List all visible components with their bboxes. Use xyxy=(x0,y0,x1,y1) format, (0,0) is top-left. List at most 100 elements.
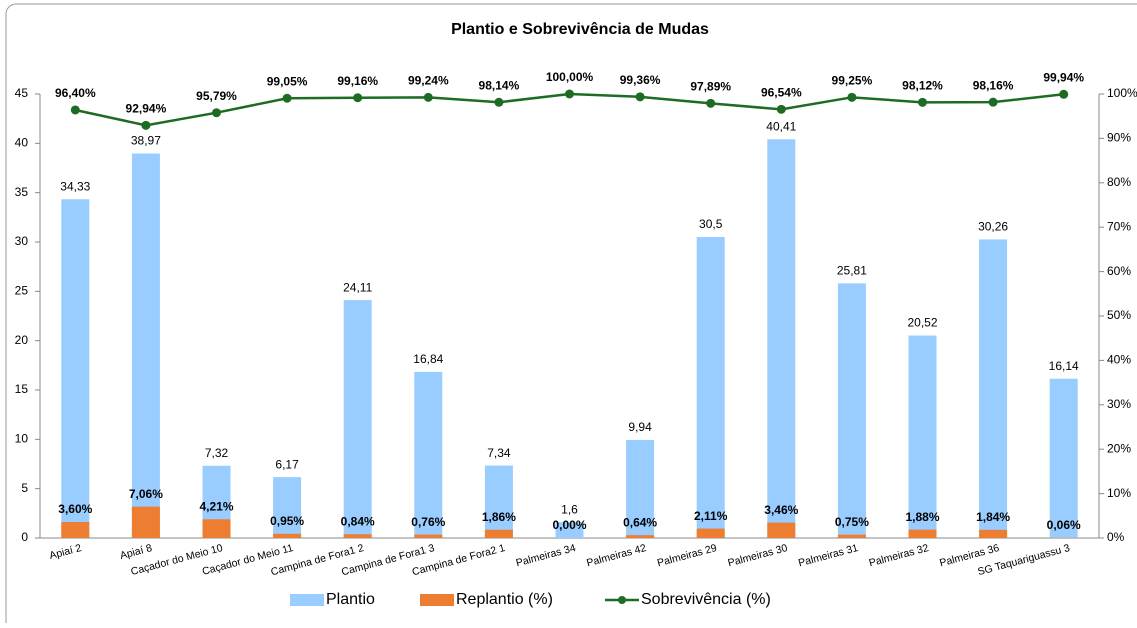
y2-tick-label: 70% xyxy=(1107,219,1131,233)
bar xyxy=(203,519,231,538)
data-label: 0,75% xyxy=(835,515,869,529)
data-label: 98,16% xyxy=(973,78,1014,92)
legend-label: Sobrevivência (%) xyxy=(641,591,771,608)
data-label: 0,84% xyxy=(341,514,375,528)
bar xyxy=(909,336,937,538)
bar xyxy=(414,535,442,538)
data-label: 40,41 xyxy=(766,119,796,133)
data-label: 34,33 xyxy=(60,179,90,193)
bar xyxy=(485,466,513,538)
data-label: 3,46% xyxy=(764,503,798,517)
legend-point xyxy=(618,596,626,604)
y-tick-label: 0 xyxy=(21,530,28,544)
data-label: 99,25% xyxy=(832,74,873,88)
y2-tick-label: 10% xyxy=(1107,486,1131,500)
point xyxy=(212,108,221,117)
bar xyxy=(273,534,301,538)
data-label: 6,17 xyxy=(275,457,299,471)
bar xyxy=(344,534,372,538)
data-label: 9,94 xyxy=(628,420,652,434)
data-label: 98,14% xyxy=(479,78,520,92)
point xyxy=(847,93,856,102)
y-tick-label: 5 xyxy=(21,481,28,495)
data-label: 25,81 xyxy=(837,264,867,278)
y2-tick-label: 0% xyxy=(1107,530,1125,544)
bar xyxy=(838,283,866,538)
data-label: 99,05% xyxy=(267,74,308,88)
point xyxy=(918,98,927,107)
data-label: 96,54% xyxy=(761,86,802,100)
point xyxy=(141,121,150,130)
bar xyxy=(1050,379,1078,538)
data-label: 0,76% xyxy=(411,515,445,529)
legend-swatch xyxy=(290,594,324,606)
data-label: 4,21% xyxy=(199,499,233,513)
point xyxy=(706,99,715,108)
data-label: 0,95% xyxy=(270,514,304,528)
y-tick-label: 30 xyxy=(15,234,29,248)
point xyxy=(71,105,80,114)
bar xyxy=(414,372,442,538)
data-label: 1,84% xyxy=(976,510,1010,524)
point xyxy=(565,90,574,99)
data-label: 1,86% xyxy=(482,510,516,524)
bar xyxy=(838,535,866,538)
data-label: 38,97 xyxy=(131,134,161,148)
y2-tick-label: 50% xyxy=(1107,308,1131,322)
legend-swatch xyxy=(420,594,454,606)
data-label: 20,52 xyxy=(907,316,937,330)
bar xyxy=(61,199,89,538)
data-label: 99,36% xyxy=(620,73,661,87)
data-label: 98,12% xyxy=(902,79,943,93)
data-label: 7,34 xyxy=(487,446,511,460)
data-label: 92,94% xyxy=(126,102,167,116)
point xyxy=(1059,90,1068,99)
y2-tick-label: 40% xyxy=(1107,353,1131,367)
y2-tick-label: 100% xyxy=(1107,86,1137,100)
data-label: 1,6 xyxy=(561,502,578,516)
y2-tick-label: 20% xyxy=(1107,441,1131,455)
point xyxy=(424,93,433,102)
bar xyxy=(697,237,725,538)
bar xyxy=(485,530,513,538)
bar xyxy=(979,239,1007,538)
data-label: 0,00% xyxy=(552,518,586,532)
legend-label: Replantio (%) xyxy=(456,591,553,608)
bar xyxy=(344,300,372,538)
y-tick-label: 25 xyxy=(15,284,29,298)
data-label: 3,60% xyxy=(58,502,92,516)
point xyxy=(989,98,998,107)
y-tick-label: 20 xyxy=(15,333,29,347)
data-label: 100,00% xyxy=(546,70,594,84)
bar xyxy=(626,535,654,538)
data-label: 99,94% xyxy=(1043,70,1084,84)
bar xyxy=(697,529,725,538)
data-label: 7,06% xyxy=(129,487,163,501)
data-label: 1,88% xyxy=(905,510,939,524)
data-label: 30,26 xyxy=(978,220,1008,234)
bar xyxy=(61,522,89,538)
data-label: 99,24% xyxy=(408,74,449,88)
y-tick-label: 15 xyxy=(15,382,29,396)
bar xyxy=(767,523,795,538)
data-label: 30,5 xyxy=(699,217,723,231)
data-label: 96,40% xyxy=(55,86,96,100)
data-label: 0,64% xyxy=(623,515,657,529)
data-label: 16,84 xyxy=(413,352,443,366)
y2-tick-label: 60% xyxy=(1107,264,1131,278)
data-label: 24,11 xyxy=(343,280,372,294)
bar xyxy=(979,530,1007,538)
bar xyxy=(132,507,160,538)
chart-title: Plantio e Sobrevivência de Mudas xyxy=(451,21,709,38)
y-tick-label: 45 xyxy=(15,86,29,100)
data-label: 7,32 xyxy=(205,446,229,460)
bar xyxy=(273,477,301,538)
point xyxy=(636,92,645,101)
y-tick-label: 40 xyxy=(15,136,29,150)
point xyxy=(777,105,786,114)
y2-tick-label: 30% xyxy=(1107,397,1131,411)
point xyxy=(494,98,503,107)
data-label: 97,89% xyxy=(690,80,731,94)
point xyxy=(283,94,292,103)
